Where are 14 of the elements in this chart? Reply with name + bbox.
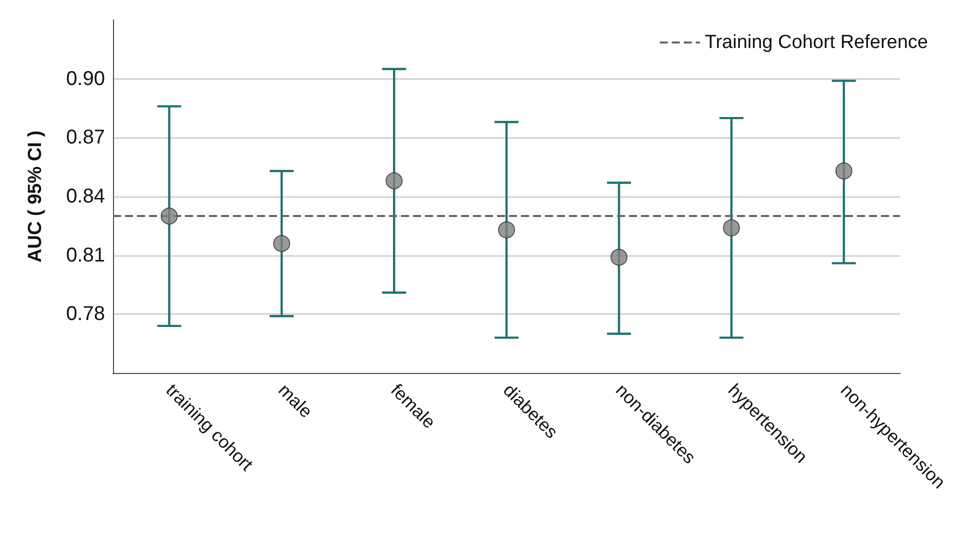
point: [722, 219, 740, 236]
legend-label: Training Cohort Reference: [704, 32, 928, 53]
y-tick-label: 0.81: [66, 244, 105, 266]
y-axis-title: AUC ( 95% CI ): [25, 130, 46, 262]
point: [386, 172, 403, 190]
y-tick-label: 0.84: [66, 186, 105, 208]
point: [610, 248, 628, 266]
y-tick-label: 0.90: [66, 68, 105, 90]
point: [498, 221, 516, 238]
point: [273, 235, 290, 252]
y-tick-label: 0.87: [66, 126, 105, 149]
point: [835, 162, 852, 180]
point: [160, 208, 178, 225]
y-tick-label: 0.78: [66, 303, 105, 326]
